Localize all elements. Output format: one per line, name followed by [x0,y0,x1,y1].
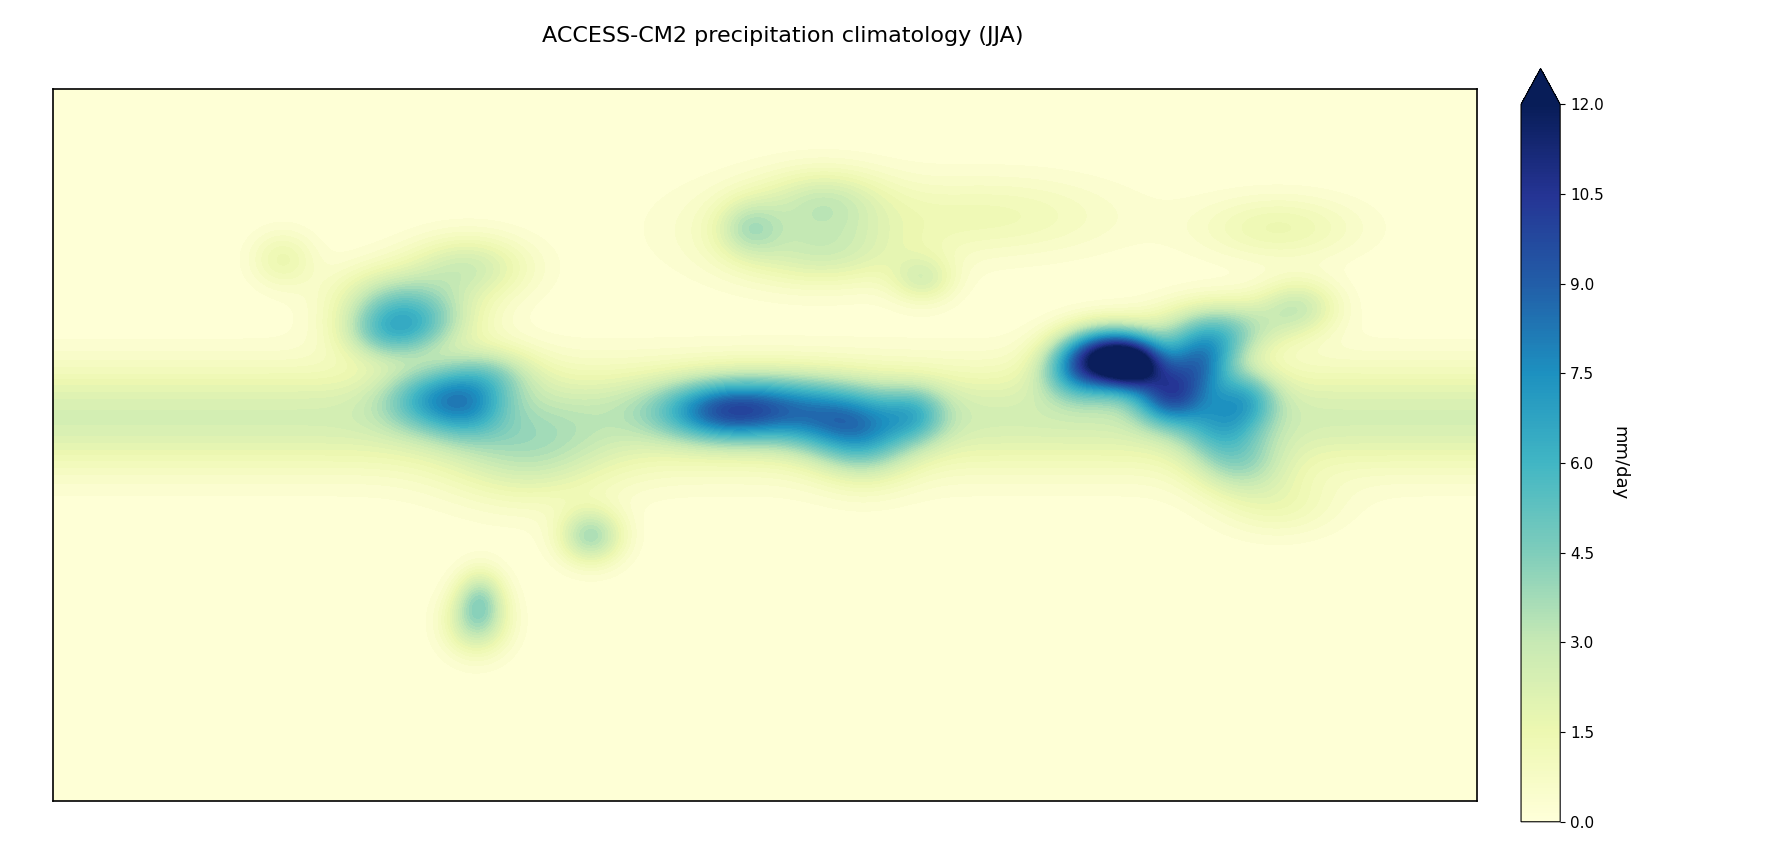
PathPatch shape [1521,68,1560,104]
Text: ACCESS-CM2 precipitation climatology (JJA): ACCESS-CM2 precipitation climatology (JJ… [543,26,1023,45]
Y-axis label: mm/day: mm/day [1610,426,1628,500]
